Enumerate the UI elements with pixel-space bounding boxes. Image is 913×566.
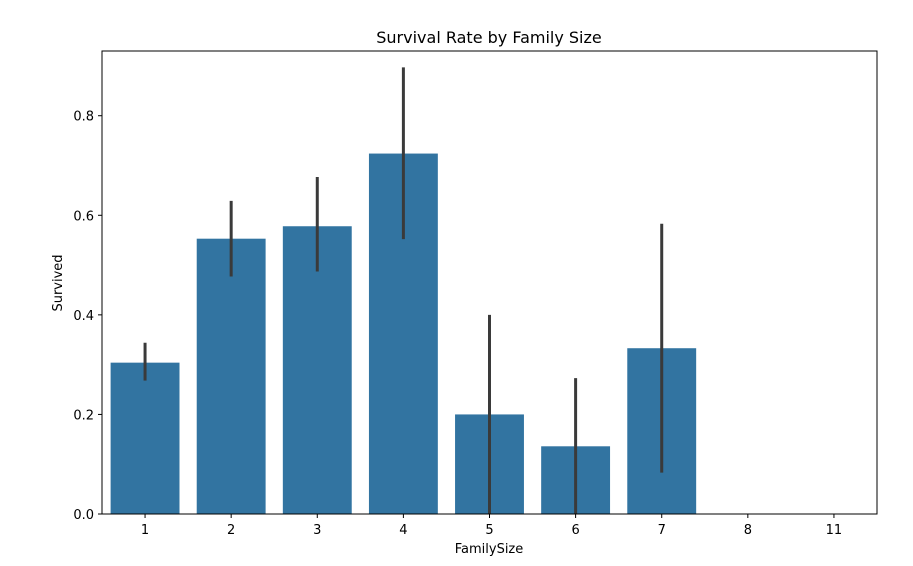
x-tick-label: 2 [227, 523, 235, 538]
y-tick-label: 0.8 [73, 110, 94, 125]
y-axis: 0.0 0.2 0.4 0.6 0.8 [73, 110, 102, 523]
x-tick-label: 7 [658, 523, 666, 538]
y-axis-label: Survived [51, 254, 66, 311]
x-tick-label: 4 [399, 523, 407, 538]
y-tick-label: 0.0 [73, 508, 94, 523]
bar-2 [196, 238, 266, 514]
bar-1 [110, 362, 180, 514]
x-axis: 1 2 3 4 5 6 7 8 11 [141, 514, 842, 538]
x-tick-label: 11 [826, 523, 843, 538]
x-tick-label: 1 [141, 523, 149, 538]
x-tick-label: 6 [571, 523, 579, 538]
x-tick-label: 8 [744, 523, 752, 538]
y-tick-label: 0.4 [73, 309, 94, 324]
x-tick-label: 5 [485, 523, 493, 538]
x-tick-label: 3 [313, 523, 321, 538]
y-tick-label: 0.2 [73, 408, 94, 423]
x-axis-label: FamilySize [455, 542, 524, 557]
error-bars-group [143, 67, 664, 514]
y-tick-label: 0.6 [73, 209, 94, 224]
chart-title: Survival Rate by Family Size [376, 28, 602, 47]
bar-3 [282, 226, 352, 514]
